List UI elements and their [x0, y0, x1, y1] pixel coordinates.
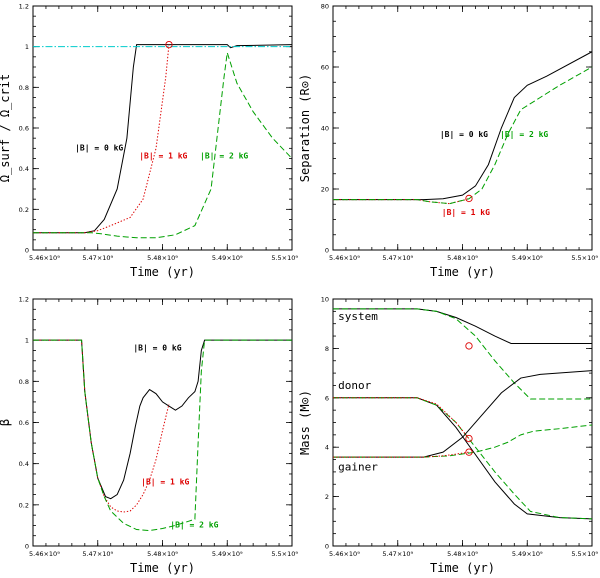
omega-ytick-label: 0: [25, 247, 29, 255]
beta-xtick-label: 5.46×10⁹: [29, 550, 60, 558]
omega-annotation: |B| = 1 kG: [139, 152, 187, 161]
beta-ytick-label: 1: [25, 337, 29, 345]
separation-ytick-label: 40: [321, 125, 329, 133]
mass-axes-frame: [332, 298, 593, 547]
omega-xlabel: Time (yr): [130, 265, 195, 279]
mass-annotation: donor: [338, 379, 371, 392]
mass-series-zero: [333, 397, 593, 520]
beta-ylabel: β: [0, 419, 12, 426]
mass-ytick-label: 6: [325, 394, 329, 402]
omega-ytick-label: 1.2: [19, 3, 29, 11]
separation-ytick-label: 0: [325, 247, 329, 255]
omega-axes-frame: [32, 5, 293, 251]
beta-annotation: |B| = 1 kG: [141, 477, 189, 486]
mass-annotation: gainer: [338, 461, 378, 474]
beta-ytick-label: 0: [25, 543, 29, 551]
beta-ytick-label: 0.8: [19, 378, 29, 386]
separation-xtick-label: 5.46×10⁹: [329, 254, 360, 262]
beta-ytick-label: 0.4: [19, 460, 29, 468]
mass-series-one: [333, 451, 470, 458]
omega-ylabel: Ω_surf / Ω_crit: [0, 74, 12, 182]
omega-marker-circle: [165, 40, 173, 49]
mass-xtick-label: 5.48×10⁹: [447, 550, 478, 558]
mass-marker-circle: [465, 342, 473, 350]
beta-xtick-label: 5.5×10⁹: [271, 550, 298, 558]
omega-annotation: |B| = 2 kG: [200, 152, 248, 161]
mass-marker-circle: [465, 434, 473, 443]
beta-series-two: [33, 339, 292, 532]
omega-series-zero: [33, 44, 293, 234]
separation-ytick-label: 60: [321, 64, 329, 72]
separation-series-zero: [333, 51, 593, 201]
mass-ylabel: Mass (M⊙): [298, 390, 312, 455]
omega-ytick-label: 0.8: [19, 84, 29, 92]
mass-panel: 5.46×10⁹ 5.47×10⁹ 5.48×10⁹ 5.49×10⁹ 5.5×10⁹ 0…: [298, 296, 598, 576]
separation-marker-circle: [465, 194, 473, 203]
beta-annotation: |B| = 0 kG: [133, 343, 181, 352]
mass-ytick-label: 2: [325, 493, 329, 501]
separation-ytick-label: 20: [321, 186, 329, 194]
beta-annotation: |B| = 2 kG: [170, 520, 218, 529]
omega-ytick-label: 0.6: [19, 125, 29, 133]
beta-series-zero: [33, 339, 292, 500]
mass-xtick-label: 5.46×10⁹: [329, 550, 360, 558]
mass-ytick-label: 0: [325, 543, 329, 551]
separation-xlabel: Time (yr): [430, 265, 495, 279]
mass-marker-circle: [465, 448, 473, 456]
omega-xtick-label: 5.47×10⁹: [82, 254, 113, 262]
separation-xtick-label: 5.49×10⁹: [512, 254, 543, 262]
mass-ytick-label: 10: [321, 296, 329, 304]
beta-ytick-label: 0.2: [19, 501, 29, 509]
mass-xlabel: Time (yr): [430, 561, 495, 575]
omega-panel: 5.46×10⁹ 5.47×10⁹ 5.48×10⁹ 5.49×10⁹ 5.5×10⁹ 0…: [0, 3, 298, 280]
mass-series-one: [333, 397, 470, 439]
beta-axes-frame: [32, 298, 293, 547]
separation-series-one: [333, 197, 470, 205]
separation-ylabel: Separation (R⊙): [298, 74, 312, 182]
beta-xlabel: Time (yr): [130, 561, 195, 575]
separation-xtick-label: 5.48×10⁹: [447, 254, 478, 262]
omega-series-one: [33, 44, 170, 234]
mass-series-zero: [333, 308, 592, 344]
mass-series-two: [333, 308, 592, 400]
mass-ytick-label: 4: [325, 444, 329, 452]
omega-xtick-label: 5.5×10⁹: [271, 254, 298, 262]
omega-series-two: [33, 52, 293, 239]
mass-xtick-label: 5.5×10⁹: [571, 550, 598, 558]
beta-series-one: [33, 339, 170, 513]
omega-ytick-label: 0.2: [19, 206, 29, 214]
separation-xtick-label: 5.5×10⁹: [571, 254, 598, 262]
separation-panel: 5.46×10⁹ 5.47×10⁹ 5.48×10⁹ 5.49×10⁹ 5.5×10⁹ 0…: [298, 3, 598, 280]
mass-annotation: system: [338, 310, 378, 323]
separation-ytick-label: 80: [321, 3, 329, 11]
separation-xtick-label: 5.47×10⁹: [382, 254, 413, 262]
beta-xtick-label: 5.48×10⁹: [147, 550, 178, 558]
omega-ytick-label: 1: [25, 43, 29, 51]
omega-annotation: |B| = 0 kG: [75, 143, 123, 152]
separation-annotation: |B| = 1 kG: [442, 208, 490, 217]
mass-xtick-label: 5.47×10⁹: [382, 550, 413, 558]
omega-xtick-label: 5.48×10⁹: [147, 254, 178, 262]
beta-ytick-label: 0.6: [19, 419, 29, 427]
beta-xtick-label: 5.47×10⁹: [82, 550, 113, 558]
mass-series-zero: [333, 370, 593, 458]
beta-ytick-label: 1.2: [19, 296, 29, 304]
mass-ytick-label: 8: [325, 345, 329, 353]
omega-ytick-label: 0.4: [19, 165, 29, 173]
omega-xtick-label: 5.49×10⁹: [212, 254, 243, 262]
omega-xtick-label: 5.46×10⁹: [29, 254, 60, 262]
mass-series-two: [333, 397, 593, 520]
beta-panel: 5.46×10⁹ 5.47×10⁹ 5.48×10⁹ 5.49×10⁹ 5.5×10⁹ 0…: [0, 296, 298, 576]
separation-annotation: |B| = 2 kG: [500, 130, 548, 139]
separation-annotation: |B| = 0 kG: [440, 130, 488, 139]
separation-series-two: [333, 66, 593, 205]
mass-xtick-label: 5.49×10⁹: [512, 550, 543, 558]
beta-xtick-label: 5.49×10⁹: [212, 550, 243, 558]
